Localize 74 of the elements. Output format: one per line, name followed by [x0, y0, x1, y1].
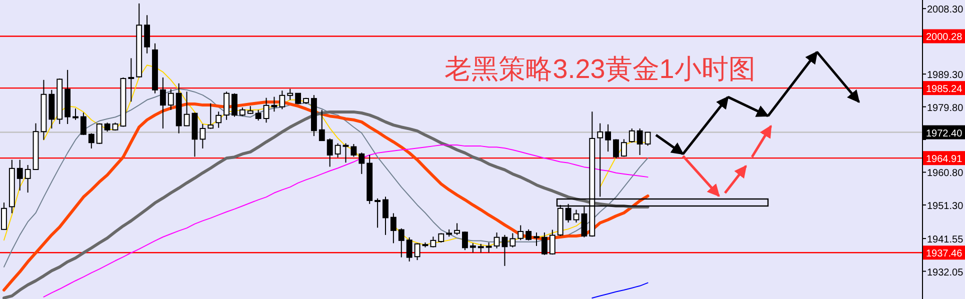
candlestick [326, 138, 333, 168]
candlestick [597, 122, 604, 198]
candlestick [160, 77, 166, 129]
candlestick [628, 128, 635, 144]
candlestick [390, 212, 396, 244]
candlestick [263, 97, 270, 124]
candlestick [88, 132, 94, 149]
candlestick [526, 228, 532, 241]
candlestick [565, 203, 572, 224]
candlestick [216, 111, 222, 128]
candlestick [581, 206, 588, 238]
candlestick [72, 108, 78, 120]
candlestick [494, 232, 500, 249]
text: 老黑策略3.23黄金1小时图 [444, 54, 756, 84]
candlestick [318, 109, 325, 142]
candlestick [279, 90, 286, 110]
y-tick-label: 1979.80 [927, 102, 964, 114]
candlestick [342, 142, 349, 164]
candlestick [414, 242, 420, 261]
candlestick [406, 236, 412, 262]
ref-line-label: 1964.91 [926, 154, 963, 166]
candlestick [541, 232, 548, 256]
candlestick [573, 209, 580, 224]
candlestick [96, 122, 102, 144]
candlestick [510, 232, 516, 248]
candlestick [534, 232, 540, 246]
line-series [3, 88, 648, 268]
candlestick [208, 102, 214, 130]
candlestick [168, 88, 174, 110]
candlestick [232, 92, 238, 118]
candlestick [80, 112, 86, 136]
candlestick [620, 138, 627, 158]
ref-line-label: 2000.28 [926, 32, 963, 44]
candlestick [200, 124, 206, 149]
ref-line-label: 1937.46 [926, 248, 963, 260]
y-tick-label: 1989.30 [927, 70, 964, 82]
y-tick-label: 1951.30 [927, 200, 964, 212]
candlestick [502, 234, 508, 266]
candlestick [454, 222, 460, 236]
y-tick-label: 1960.80 [927, 168, 964, 180]
line-series [43, 144, 648, 298]
candlestick [255, 109, 262, 122]
y-tick-label: 2008.30 [927, 4, 964, 16]
candlestick [224, 91, 230, 120]
candlestick [358, 152, 365, 174]
candlestick [334, 142, 341, 158]
candlestick [636, 128, 643, 156]
ref-line-label: 1985.24 [926, 84, 963, 96]
candlestick [382, 196, 388, 236]
candlestick [486, 242, 492, 253]
candlestick [518, 224, 524, 241]
y-tick-label: 1932.05 [927, 267, 964, 278]
candlestick [271, 96, 278, 112]
candlestick [438, 232, 444, 244]
candlestick [462, 230, 468, 251]
y-tick-label: 1941.55 [927, 234, 964, 246]
candlestick [605, 124, 612, 152]
candlestick [644, 131, 651, 146]
line-series [592, 282, 648, 298]
candlestick [613, 138, 619, 159]
candlestick [128, 58, 134, 102]
candlestick [350, 143, 357, 158]
candlestick [16, 159, 23, 191]
candlestick [287, 88, 294, 100]
candlestick [24, 164, 31, 194]
candlestick [374, 198, 381, 228]
candlestick [1, 202, 7, 230]
candlestick [144, 14, 150, 54]
candlestick [398, 228, 404, 258]
candlestick [470, 242, 476, 253]
candlestick [430, 236, 436, 248]
candlestick [549, 229, 556, 256]
ref-line-label: 1972.40 [926, 128, 963, 140]
candlestick [184, 91, 190, 127]
